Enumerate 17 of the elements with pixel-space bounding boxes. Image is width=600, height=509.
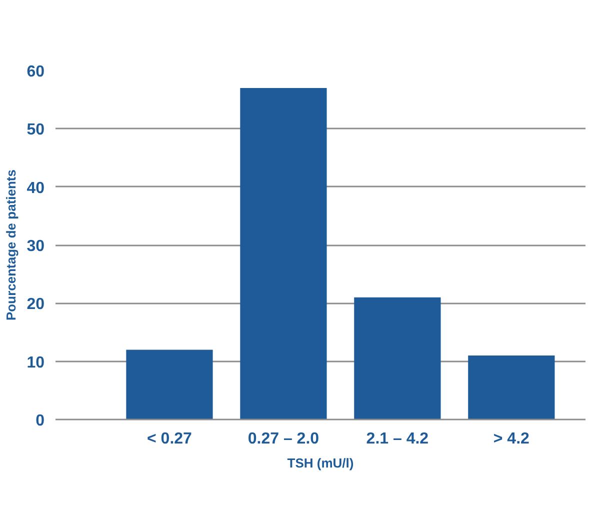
x-tick-label: < 0.27 <box>147 430 192 448</box>
bar <box>354 297 441 420</box>
y-tick-label: 20 <box>26 296 45 314</box>
x-tick-label: 0.27 – 2.0 <box>248 430 320 448</box>
y-tick-label: 30 <box>26 238 45 255</box>
y-tick-label: 40 <box>26 180 45 197</box>
bar <box>126 350 213 420</box>
y-tick-label: 60 <box>26 64 45 80</box>
x-tick-label: > 4.2 <box>493 430 530 448</box>
y-axis-title: Pourcentage de patients <box>4 170 19 320</box>
y-tick-label: 10 <box>26 354 45 372</box>
x-tick-label: 2.1 – 4.2 <box>366 430 429 448</box>
bar <box>240 88 327 420</box>
y-tick-label: 0 <box>36 412 45 430</box>
y-tick-label: 50 <box>26 122 45 139</box>
x-axis-title: TSH (mU/l) <box>287 456 354 470</box>
bar <box>468 356 555 420</box>
